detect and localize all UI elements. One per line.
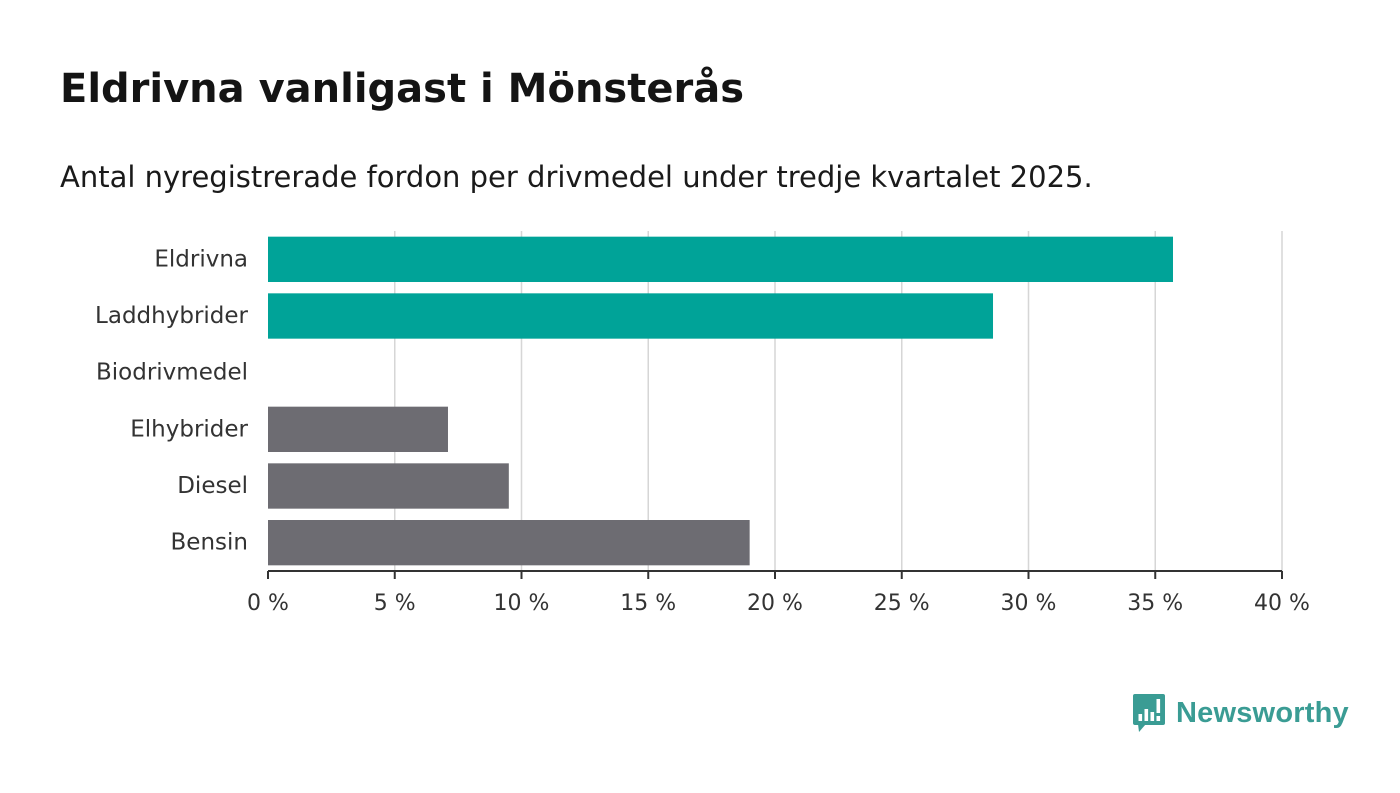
chart-title: Eldrivna vanligast i Mönsterås [60,66,745,112]
x-tick-label: 15 % [620,591,676,616]
brand-logo: Newsworthy [1132,692,1349,734]
category-label: Eldrivna [154,246,248,272]
newsworthy-logo-icon [1133,694,1165,732]
x-axis: 0 % 5 % 10 % 15 % 20 % 25 % 30 % 35 % 40 % [247,570,1310,616]
category-label: Diesel [177,473,248,499]
chart-subtitle: Antal nyregistrerade fordon per drivmede… [60,160,1093,194]
x-tick-label: 25 % [874,591,930,616]
bar-laddhybrider [268,293,994,339]
category-label: Biodrivmedel [96,360,248,386]
bar-elhybrider [268,406,448,452]
bars [268,236,1173,566]
x-tick-label: 40 % [1254,591,1310,616]
bar-diesel [268,463,509,509]
category-label: Elhybrider [130,416,248,442]
x-tick-label: 0 % [247,591,289,616]
x-tick-label: 20 % [747,591,803,616]
x-tick-label: 10 % [494,591,550,616]
x-tick-label: 5 % [374,591,416,616]
bar-bensin [268,520,750,566]
bar-eldrivna [268,236,1173,282]
x-tick-label: 30 % [1001,591,1057,616]
category-labels: Eldrivna Laddhybrider Biodrivmedel Elhybrid… [95,246,248,555]
brand-name: Newsworthy [1176,696,1349,729]
category-label: Laddhybrider [95,303,248,329]
x-tick-label: 35 % [1127,591,1183,616]
gridlines [394,231,1283,571]
category-label: Bensin [171,530,248,556]
